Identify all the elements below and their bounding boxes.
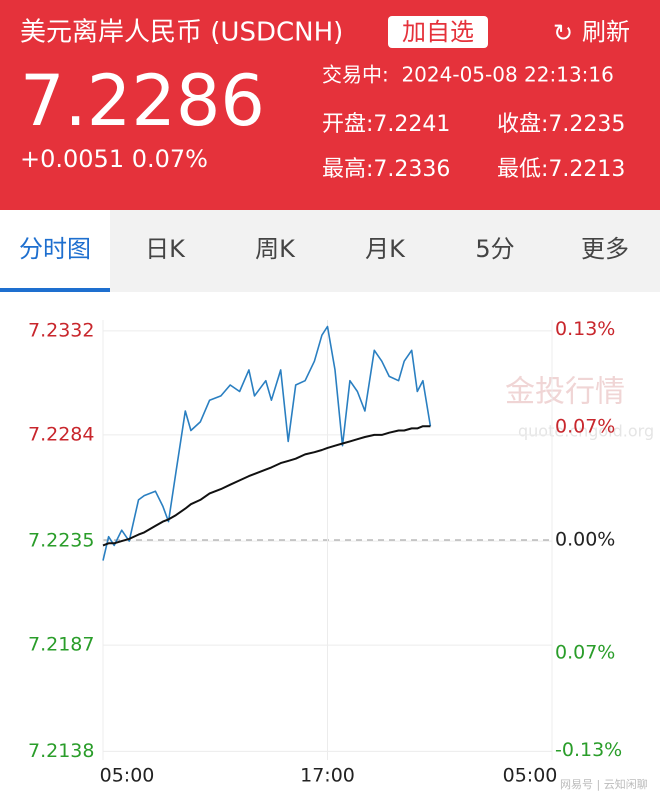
- change: +0.0051 0.07%: [20, 145, 208, 173]
- y-tick-label: 7.2187: [28, 634, 94, 656]
- y-tick-label: 7.2138: [28, 740, 94, 762]
- tab[interactable]: 更多: [581, 235, 629, 263]
- tab[interactable]: 日K: [145, 235, 186, 263]
- y-tick-label: 7.2235: [28, 530, 94, 552]
- close: 收盘:7.2235: [497, 112, 625, 137]
- watermark-brand: 金投行情: [505, 375, 625, 410]
- y-tick-label: 7.2332: [28, 319, 94, 341]
- x-tick-label: 17:00: [300, 765, 355, 787]
- title: 美元离岸人民币 (USDCNH): [20, 18, 343, 48]
- tab-selected-bg: [0, 210, 110, 292]
- add-button[interactable]: [388, 16, 488, 48]
- low: 最低:7.2213: [497, 157, 625, 182]
- x-tick-label: 05:00: [100, 765, 155, 787]
- tab[interactable]: 月K: [365, 235, 406, 263]
- tab-underline: [0, 288, 110, 292]
- open: 开盘:7.2241: [322, 112, 450, 137]
- watermark-source: 网易号 | 云知闲聊: [560, 777, 648, 791]
- high: 最高:7.2336: [322, 157, 450, 182]
- refresh-icon[interactable]: ↻: [553, 19, 573, 47]
- y2-tick-label: -0.13%: [555, 739, 622, 761]
- y2-tick-label: 0.13%: [555, 318, 615, 340]
- price: 7.2286: [20, 60, 265, 142]
- y2-tick-label: 0.07%: [555, 642, 615, 664]
- tab[interactable]: 周K: [255, 235, 296, 263]
- average-line: [102, 425, 431, 547]
- price-line: [102, 325, 432, 561]
- tab[interactable]: 5分: [475, 235, 514, 263]
- y2-tick-label: 0.07%: [555, 415, 615, 437]
- header-bg: [0, 0, 660, 210]
- y2-tick-label: 0.00%: [555, 529, 615, 551]
- status: 交易中: 2024-05-08 22:13:16: [322, 63, 614, 87]
- x-tick-label: 05:00: [503, 765, 558, 787]
- y-tick-label: 7.2284: [28, 423, 94, 445]
- refresh-label[interactable]: 刷新: [582, 18, 630, 46]
- add-button-label[interactable]: 加自选: [402, 18, 474, 46]
- tab[interactable]: 分时图: [19, 235, 91, 263]
